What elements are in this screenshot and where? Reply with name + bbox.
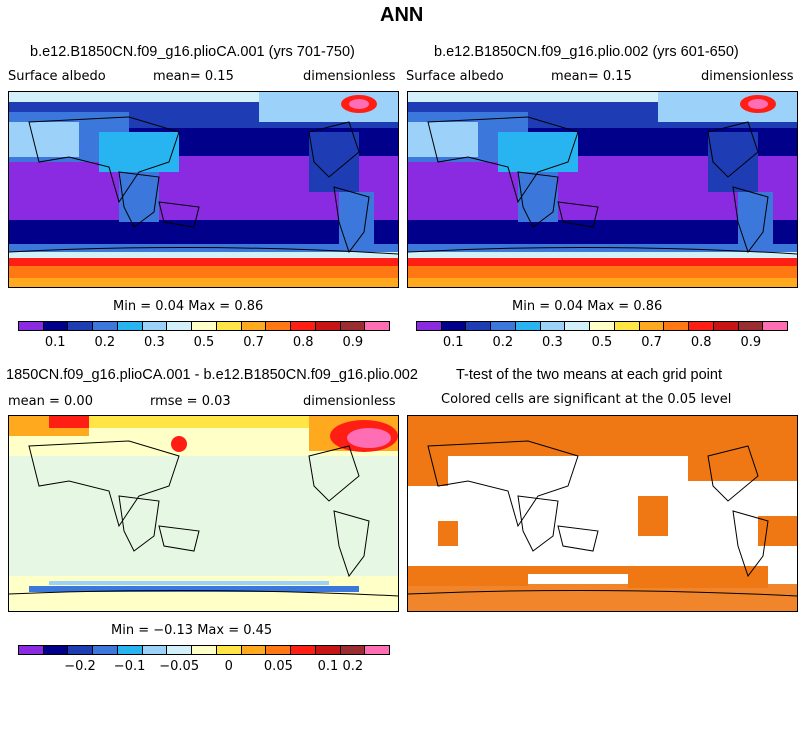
- colorbar-swatch: [664, 322, 690, 330]
- panel1-albedo-map: [8, 91, 399, 288]
- colorbar-swatch: [266, 646, 292, 654]
- colorbar-swatch: [192, 322, 217, 330]
- colorbar-swatch: [315, 646, 341, 654]
- colorbar-swatch: [466, 322, 492, 330]
- colorbar-swatch: [19, 646, 44, 654]
- panel2-variable: Surface albedo: [406, 69, 504, 84]
- colorbar-swatch: [291, 322, 316, 330]
- panel2-title: b.e12.B1850CN.f09_g16.plio.002 (yrs 601-…: [434, 44, 739, 60]
- colorbar-tick-label: 0.2: [342, 659, 364, 674]
- colorbar-swatch: [266, 322, 292, 330]
- colorbar-swatch: [340, 322, 366, 330]
- colorbar-swatch: [93, 322, 118, 330]
- colorbar-swatch: [216, 646, 242, 654]
- colorbar-tick-label: 0.3: [144, 335, 165, 350]
- colorbar-swatch: [117, 646, 143, 654]
- colorbar-tick-label: −0.05: [159, 659, 200, 674]
- colorbar-swatch: [241, 646, 267, 654]
- panel4-ttest-map: [407, 415, 798, 612]
- colorbar-swatch: [43, 322, 69, 330]
- colorbar-tick-label: 0: [224, 659, 233, 674]
- panel2-mean: mean= 0.15: [551, 69, 632, 84]
- panel1-mean: mean= 0.15: [153, 69, 234, 84]
- panel1-colorbar: [18, 321, 390, 331]
- colorbar-swatch: [315, 322, 341, 330]
- colorbar-swatch: [68, 322, 94, 330]
- panel3-title: 1850CN.f09_g16.plioCA.001 - b.e12.B1850C…: [6, 367, 418, 383]
- colorbar-tick-label: 0.05: [263, 659, 293, 674]
- colorbar-tick-label: −0.1: [113, 659, 146, 674]
- colorbar-swatch: [365, 322, 390, 330]
- colorbar-swatch: [417, 322, 442, 330]
- colorbar-swatch: [142, 322, 168, 330]
- colorbar-tick-label: 0.7: [641, 335, 662, 350]
- panel3-rmse: rmse = 0.03: [150, 394, 231, 409]
- colorbar-swatch: [167, 646, 193, 654]
- colorbar-tick-label: 0.1: [317, 659, 339, 674]
- colorbar-swatch: [614, 322, 640, 330]
- colorbar-swatch: [365, 646, 390, 654]
- colorbar-swatch: [43, 646, 69, 654]
- colorbar-swatch: [565, 322, 591, 330]
- colorbar-swatch: [117, 322, 143, 330]
- panel2-minmax: Min = 0.04 Max = 0.86: [512, 299, 663, 314]
- figure-title: ANN: [380, 4, 424, 26]
- colorbar-tick-label: 0.7: [243, 335, 264, 350]
- colorbar-tick-label: 0.3: [542, 335, 563, 350]
- colorbar-swatch: [241, 322, 267, 330]
- panel1-minmax: Min = 0.04 Max = 0.86: [113, 299, 264, 314]
- panel4-note: Colored cells are significant at the 0.0…: [441, 392, 732, 407]
- colorbar-swatch: [93, 646, 118, 654]
- panel3-units: dimensionless: [303, 394, 396, 409]
- colorbar-swatch: [216, 322, 242, 330]
- colorbar-swatch: [540, 322, 566, 330]
- panel1-title: b.e12.B1850CN.f09_g16.plioCA.001 (yrs 70…: [30, 44, 355, 60]
- colorbar-tick-label: 0.9: [342, 335, 364, 350]
- colorbar-tick-label: 0.1: [44, 335, 66, 350]
- panel2-colorbar: [416, 321, 788, 331]
- colorbar-tick-label: 0.5: [193, 335, 215, 350]
- colorbar-swatch: [491, 322, 516, 330]
- colorbar-swatch: [639, 322, 665, 330]
- panel3-difference-map: [8, 415, 399, 612]
- colorbar-swatch: [738, 322, 764, 330]
- panel1-units: dimensionless: [303, 69, 396, 84]
- colorbar-swatch: [713, 322, 739, 330]
- colorbar-tick-label: 0.9: [740, 335, 762, 350]
- colorbar-tick-label: 0.8: [690, 335, 712, 350]
- panel4-title: T-test of the two means at each grid poi…: [456, 367, 722, 383]
- colorbar-swatch: [689, 322, 714, 330]
- colorbar-tick-label: 0.2: [94, 335, 116, 350]
- colorbar-swatch: [192, 646, 217, 654]
- colorbar-swatch: [19, 322, 44, 330]
- panel3-minmax: Min = −0.13 Max = 0.45: [111, 623, 273, 638]
- colorbar-swatch: [142, 646, 168, 654]
- colorbar-swatch: [515, 322, 541, 330]
- colorbar-swatch: [167, 322, 193, 330]
- colorbar-tick-label: −0.2: [64, 659, 96, 674]
- panel3-mean: mean = 0.00: [8, 394, 93, 409]
- colorbar-swatch: [763, 322, 788, 330]
- colorbar-tick-label: 0.2: [492, 335, 514, 350]
- colorbar-swatch: [441, 322, 467, 330]
- colorbar-swatch: [340, 646, 366, 654]
- colorbar-swatch: [68, 646, 94, 654]
- panel1-variable: Surface albedo: [8, 69, 106, 84]
- panel2-albedo-map: [407, 91, 798, 288]
- colorbar-tick-label: 0.5: [591, 335, 613, 350]
- panel3-colorbar: [18, 645, 390, 655]
- panel2-units: dimensionless: [701, 69, 794, 84]
- colorbar-tick-label: 0.8: [292, 335, 314, 350]
- colorbar-tick-label: 0.1: [442, 335, 464, 350]
- colorbar-swatch: [291, 646, 316, 654]
- colorbar-swatch: [590, 322, 615, 330]
